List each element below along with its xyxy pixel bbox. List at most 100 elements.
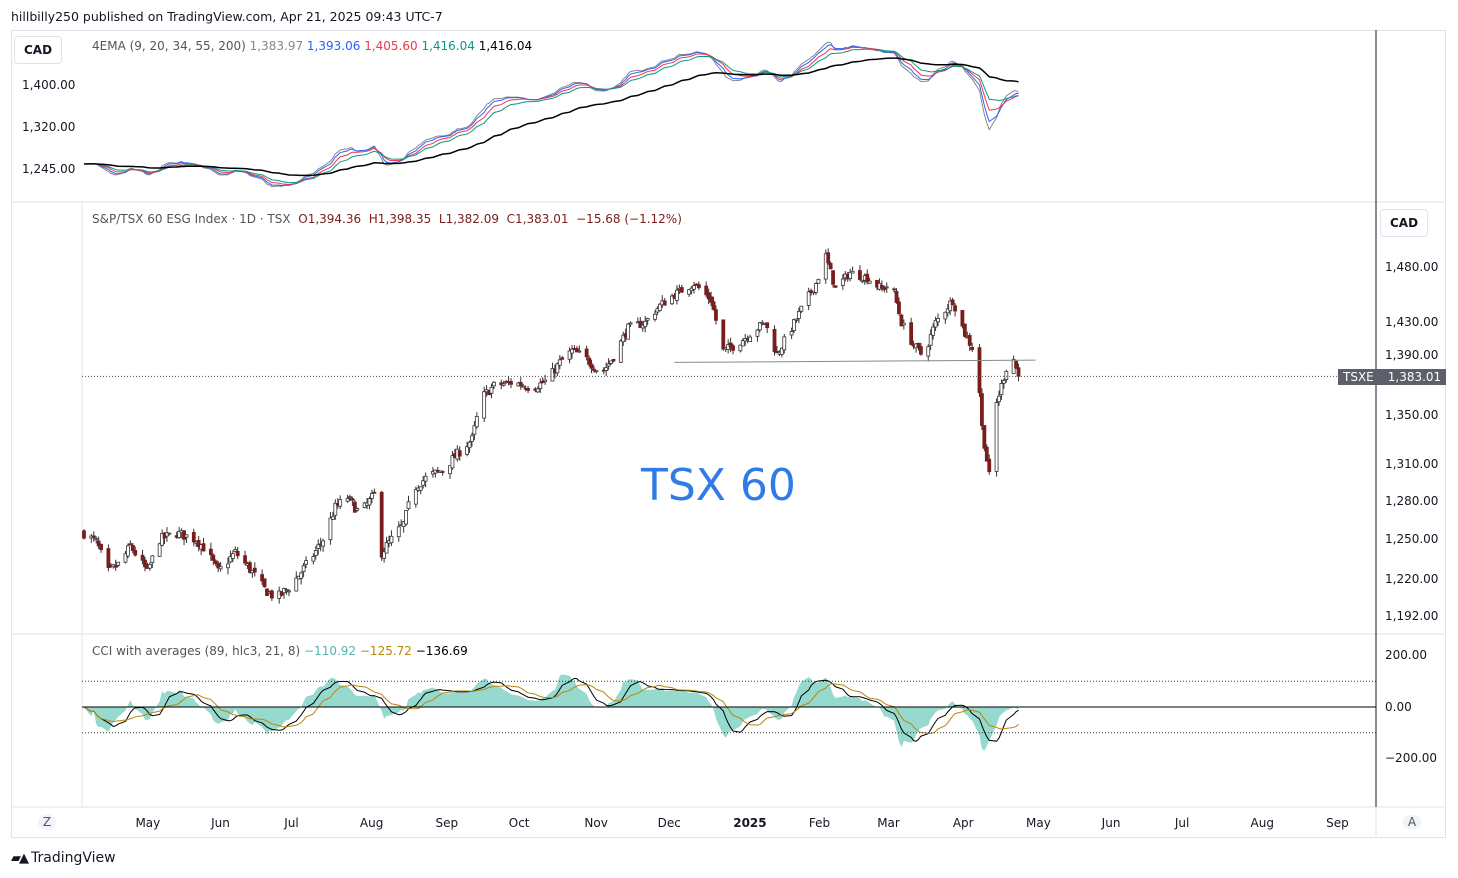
candle-body (348, 496, 352, 499)
time-axis-label: Jul (1174, 816, 1190, 830)
candle-body (213, 560, 218, 564)
candle-body (714, 309, 718, 321)
chart-frame (11, 30, 1446, 838)
candle-body (157, 543, 162, 557)
candle-body (372, 491, 377, 494)
candle-body (657, 303, 662, 311)
auto-scale-button[interactable]: A (1403, 815, 1421, 829)
timezone-button[interactable]: Z (38, 815, 56, 829)
candle-body (140, 554, 145, 561)
candle-body (228, 556, 233, 563)
ema-line-200 (83, 57, 1019, 177)
ema-value-9: 1,383.97 (249, 39, 304, 53)
ema-line-34 (83, 46, 1019, 185)
candle-body (389, 535, 394, 544)
candle-body (560, 357, 565, 360)
candle-body (216, 562, 221, 569)
candle-body (457, 450, 462, 457)
candle-body (782, 336, 787, 351)
candle-body (826, 252, 831, 264)
candle-body (94, 538, 99, 541)
candle-body (789, 331, 794, 336)
price-axis-label: 1,430.00 (1385, 315, 1439, 330)
candle-body (492, 381, 496, 387)
candle-body (196, 540, 201, 548)
candle-body (740, 340, 745, 347)
candle-body (953, 305, 957, 312)
chart-annotation-text[interactable]: TSX 60 (641, 460, 796, 511)
candle-body (653, 313, 657, 320)
time-axis-label: Sep (1326, 816, 1349, 830)
candle-body (450, 455, 455, 469)
candle-body (338, 499, 343, 507)
candle-body (133, 550, 138, 556)
candle-body (860, 280, 865, 283)
candle-body (960, 310, 965, 327)
time-axis-label: Aug (359, 816, 384, 830)
candle-body (755, 329, 760, 337)
candle-body (526, 388, 530, 391)
time-axis-label: 2025 (733, 816, 767, 830)
time-axis-label: Jun (1101, 816, 1121, 830)
currency-label-top[interactable]: CAD (14, 36, 63, 64)
time-axis-label: May (135, 816, 161, 830)
candle-body (621, 334, 626, 343)
candle-body (474, 416, 479, 428)
candle-body (977, 347, 982, 394)
candle-body (208, 548, 213, 556)
candle-body (226, 563, 230, 569)
tradingview-logo[interactable]: ▰▲ TradingView (11, 850, 116, 866)
candle-body (574, 348, 579, 353)
candle-body (933, 319, 938, 328)
candle-body (757, 322, 762, 331)
cci-legend[interactable]: CCI with averages (89, hlc3, 21, 8) −110… (92, 644, 468, 658)
candle-body (248, 562, 252, 573)
candle-body (235, 550, 240, 557)
candle-body (355, 508, 360, 511)
candle-body (858, 270, 862, 281)
candle-body (384, 542, 389, 554)
currency-label-main[interactable]: CAD (1380, 209, 1429, 237)
time-axis-label: Feb (808, 816, 831, 830)
candle-body (833, 285, 838, 288)
price-axis-label: 1,310.00 (1385, 456, 1439, 471)
time-axis-label: Nov (584, 816, 608, 830)
candle-body (440, 471, 445, 473)
time-axis-label: Jul (284, 816, 299, 830)
candle-body (1004, 370, 1009, 380)
time-axis-label: Dec (657, 816, 681, 830)
candle-body (521, 385, 526, 388)
main-legend[interactable]: S&P/TSX 60 ESG Index · 1D · TSX O1,394.3… (92, 212, 682, 226)
candle-body (643, 320, 648, 328)
candle-body (794, 318, 799, 321)
ema-axis-label: 1,245.00 (22, 162, 76, 176)
candle-body (606, 363, 611, 367)
candle-body (311, 556, 316, 562)
candle-body (618, 340, 623, 363)
candle-body (882, 287, 887, 291)
ema-legend[interactable]: 4EMA (9, 20, 34, 55, 200) 1,383.97 1,393… (92, 39, 532, 53)
candle-body (928, 334, 933, 346)
candle-body (984, 446, 989, 462)
candle-body (260, 574, 265, 582)
candle-body (999, 383, 1004, 396)
cci-value: −110.92 (304, 644, 357, 658)
candle-body (909, 322, 914, 345)
cci-axis-label: 0.00 (1385, 700, 1412, 714)
cci-avg-value: −125.72 (359, 644, 412, 658)
candle-body (570, 348, 574, 354)
open-value: O1,394.36 (298, 212, 362, 226)
candle-body (262, 578, 267, 588)
candle-body (594, 370, 599, 373)
candle-body (321, 540, 326, 547)
candle-body (626, 323, 631, 340)
last-price-value: 1,383.01 (1387, 370, 1442, 384)
price-axis-label: 1,220.00 (1385, 571, 1439, 586)
candle-body (897, 301, 901, 314)
candle-body (919, 346, 923, 355)
candle-body (123, 553, 128, 563)
candle-body (543, 379, 548, 382)
price-axis-label: 1,250.00 (1385, 532, 1439, 547)
candle-body (116, 561, 121, 566)
